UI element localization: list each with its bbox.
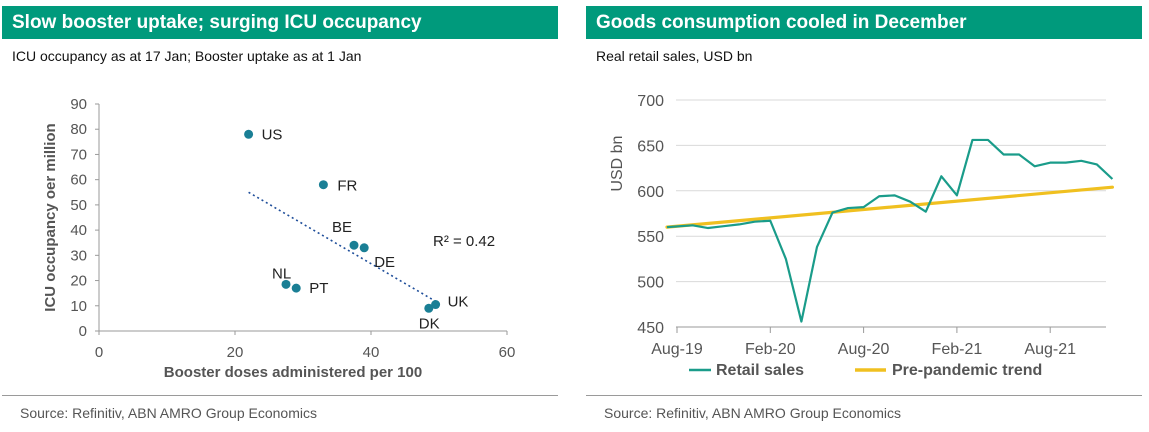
retail-sales-line	[666, 138, 1114, 323]
chart-title: Goods consumption cooled in December	[586, 6, 1142, 39]
point-label: DK	[419, 315, 440, 332]
line-chart: 450 500 550 600 650 700 USD bn Aug-19 Feb-20 Aug-…	[609, 93, 1115, 379]
scatter-panel: Slow booster uptake; surging ICU occupan…	[2, 6, 558, 426]
point-label: DE	[374, 254, 395, 271]
x-tick-label: Aug-21	[1024, 341, 1076, 358]
chart-subtitle: ICU occupancy as at 17 Jan; Booster upta…	[12, 48, 362, 64]
y-axis-title: USD bn	[609, 136, 626, 192]
point-label: BE	[332, 219, 352, 236]
x-tick-label: 60	[499, 344, 516, 361]
scatter-point	[424, 303, 434, 313]
legend-label: Retail sales	[716, 362, 804, 379]
y-tick-label: 0	[79, 323, 87, 340]
x-tick-label: Aug-20	[838, 341, 890, 358]
trendline	[248, 191, 440, 304]
y-tick-label: 700	[637, 93, 664, 110]
scatter-point	[291, 283, 301, 293]
divider	[2, 395, 558, 396]
source-note: Source: Refinitiv, ABN AMRO Group Econom…	[604, 405, 901, 421]
y-tick-label: 30	[70, 247, 87, 264]
source-note: Source: Refinitiv, ABN AMRO Group Econom…	[20, 405, 317, 421]
point-label: FR	[337, 178, 357, 195]
divider	[586, 395, 1142, 396]
y-tick-label: 450	[637, 320, 664, 337]
x-tick-label: Aug-19	[651, 341, 703, 358]
r-squared-annotation: R² = 0.42	[433, 233, 495, 250]
x-tick-label: Feb-21	[932, 341, 983, 358]
x-tick-label: 20	[227, 344, 244, 361]
x-tick-label: 0	[95, 344, 103, 361]
scatter-point	[244, 129, 254, 139]
x-tick-label: Feb-20	[745, 341, 796, 358]
y-tick-label: 50	[70, 197, 87, 214]
scatter-chart: 0 10 20 30 40 50 60 70 80 90 0 20 40 60 Booster doses …	[42, 96, 516, 381]
y-tick-label: 70	[70, 146, 87, 163]
y-tick-label: 550	[637, 229, 664, 246]
chart-subtitle: Real retail sales, USD bn	[596, 48, 753, 64]
y-tick-label: 650	[637, 138, 664, 155]
scatter-point	[318, 180, 328, 190]
y-tick-label: 60	[70, 172, 87, 189]
chart-title: Slow booster uptake; surging ICU occupan…	[2, 6, 558, 39]
line-panel: Goods consumption cooled in December Rea…	[586, 6, 1142, 426]
x-axis-title: Booster doses administered per 100	[164, 364, 422, 381]
point-label: NL	[272, 265, 291, 282]
y-tick-label: 10	[70, 298, 87, 315]
y-tick-label: 600	[637, 184, 664, 201]
scatter-point	[281, 279, 291, 289]
y-tick-label: 500	[637, 275, 664, 292]
y-axis-title: ICU occupancy oer million	[42, 123, 59, 311]
point-label: UK	[448, 294, 469, 311]
y-tick-label: 20	[70, 273, 87, 290]
legend-label: Pre-pandemic trend	[892, 362, 1042, 379]
scatter-point	[431, 300, 441, 310]
trend-line	[665, 185, 1115, 229]
x-tick-label: 40	[363, 344, 380, 361]
point-label: US	[262, 126, 283, 143]
scatter-point	[359, 243, 369, 253]
scatter-point	[349, 240, 359, 250]
point-label: PT	[309, 280, 328, 297]
y-tick-label: 80	[70, 121, 87, 138]
y-tick-label: 40	[70, 222, 87, 239]
y-tick-label: 90	[70, 96, 87, 113]
